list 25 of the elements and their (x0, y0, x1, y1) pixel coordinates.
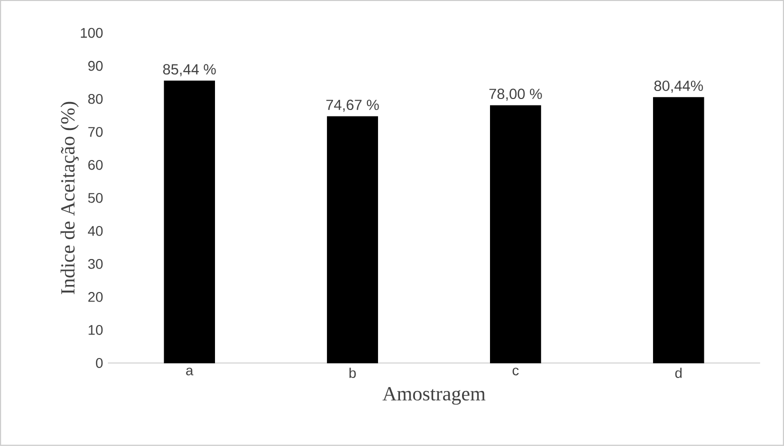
y-tick-label: 50 (88, 193, 103, 203)
bar (326, 116, 378, 364)
x-tick-label: a (186, 368, 194, 376)
x-axis-title: Amostragem (382, 387, 486, 405)
y-tick-label: 90 (88, 61, 103, 71)
y-axis-title: Indice de Aceitação (%) (60, 102, 79, 294)
bar (653, 97, 704, 364)
data-label: 80,44% (654, 80, 703, 93)
data-label: 74,67 % (326, 100, 379, 112)
y-tick-label: 60 (88, 160, 103, 170)
y-tick-label: 100 (80, 28, 103, 38)
x-tick-label: b (349, 368, 356, 378)
bar (490, 105, 542, 364)
bar (164, 80, 215, 364)
x-tick-label: c (512, 368, 519, 376)
y-tick-label: 70 (88, 127, 103, 137)
data-label: 85,44 % (163, 64, 216, 76)
y-tick-label: 10 (88, 325, 103, 335)
y-tick-label: 20 (88, 292, 103, 302)
y-tick-label: 30 (88, 259, 103, 269)
y-tick-label: 80 (88, 94, 103, 104)
data-label: 78,00 % (489, 88, 542, 101)
x-tick-label: d (675, 368, 682, 378)
y-tick-label: 40 (88, 226, 103, 236)
y-tick-label: 0 (96, 358, 103, 368)
